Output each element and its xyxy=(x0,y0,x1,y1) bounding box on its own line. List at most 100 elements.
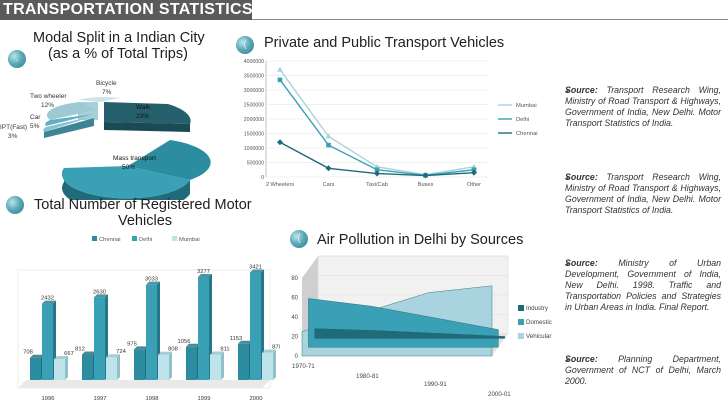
vehicles-line-chart: 4000000 3500000 3000000 2500000 2000000 15000… xyxy=(244,59,538,188)
bar-side xyxy=(117,354,120,380)
bar-mumbai-1996 xyxy=(54,359,65,380)
data-label: 3421 xyxy=(249,264,262,270)
pie-label-ipt: IPT(Fast) xyxy=(0,124,28,131)
data-point xyxy=(374,170,380,177)
pie-label-walk: Walk xyxy=(136,104,151,111)
pie-value-ipt: 3% xyxy=(8,133,18,140)
registered-bar-chart: Chennai Delhi Mumbai 708 2432 667 1996 812 2630 7… xyxy=(17,236,280,402)
x-tick-label: 2 Wheelers xyxy=(266,182,294,188)
bar-top xyxy=(238,340,252,344)
bar-top xyxy=(106,354,120,358)
y-tick-label: 2000000 xyxy=(244,117,264,123)
data-point xyxy=(374,167,380,173)
pie-slice-ipt xyxy=(43,116,94,132)
source-bullet: • xyxy=(566,86,570,96)
legend-label: Chennai xyxy=(99,237,121,243)
bar-top xyxy=(198,274,212,278)
data-label: 1056 xyxy=(178,339,191,345)
section-bullet-icon: . xyxy=(8,50,26,68)
floor xyxy=(18,380,270,388)
bar-top xyxy=(158,351,172,355)
bar-chennai-1997 xyxy=(82,354,93,380)
data-label: 3033 xyxy=(145,277,158,283)
x-tick-label: 1980-81 xyxy=(356,373,379,380)
source-bullet: • xyxy=(566,259,570,269)
legend-label: Chennai xyxy=(516,131,538,137)
bar-top xyxy=(210,351,224,355)
bar-delhi-1998 xyxy=(146,284,157,380)
data-point xyxy=(422,172,429,179)
pie-value-bicycle: 7% xyxy=(102,89,112,96)
y-tick-label: 1000000 xyxy=(244,146,264,152)
legend-swatch xyxy=(518,319,524,325)
bar-mumbai-1998 xyxy=(158,354,169,380)
bar-side xyxy=(169,351,172,380)
pie-slice-walk xyxy=(104,102,191,124)
x-tick-label: 1998 xyxy=(146,396,159,402)
series-line-delhi xyxy=(279,79,475,176)
legend-swatch xyxy=(132,236,137,241)
x-tick-label: 2000-01 xyxy=(488,391,511,398)
data-label: 667 xyxy=(64,351,74,357)
x-tick-label: Other xyxy=(467,182,481,188)
pie-label-car: Car xyxy=(30,114,41,121)
bar-top xyxy=(250,269,264,273)
data-label: 2432 xyxy=(41,296,54,302)
pie-label-bicycle: Bicycle xyxy=(96,80,117,87)
data-label: 975 xyxy=(127,341,137,347)
bar-chennai-2000 xyxy=(238,343,249,380)
bar-side xyxy=(65,356,68,380)
y-tick-label: 0 xyxy=(261,175,264,181)
legend-swatch xyxy=(518,305,524,311)
bar-side xyxy=(221,351,224,380)
data-label: 1153 xyxy=(230,336,242,342)
modal-split-pie-chart xyxy=(43,97,211,200)
bar-mumbai-1997 xyxy=(106,357,117,380)
bar-top xyxy=(186,343,200,347)
bar-top xyxy=(54,356,68,360)
data-point xyxy=(277,66,283,72)
legend-label: Domestic xyxy=(526,319,552,326)
pie-value-walk: 23% xyxy=(136,113,150,120)
registered-chart-title-line1: Total Number of Registered Motor xyxy=(34,197,252,213)
x-tick-label: Buses xyxy=(418,182,434,188)
data-label: 3277 xyxy=(197,269,210,275)
legend-swatch xyxy=(92,236,97,241)
data-point xyxy=(471,169,477,176)
bar-top xyxy=(42,300,56,304)
header-bar xyxy=(0,0,252,20)
pie-slice-two-wheeler xyxy=(46,102,96,120)
data-label: 808 xyxy=(168,347,178,353)
data-label: 870 xyxy=(272,345,280,351)
x-tick-label: 1990-91 xyxy=(424,381,447,388)
pie-value-car: 5% xyxy=(30,123,40,130)
data-point xyxy=(325,165,332,172)
series-line-mumbai xyxy=(279,69,475,176)
data-label: 811 xyxy=(220,347,229,353)
data-label: 724 xyxy=(116,349,126,355)
bar-mumbai-1999 xyxy=(210,354,221,380)
legend-swatch xyxy=(518,333,524,339)
y-tick-label: 80 xyxy=(291,276,298,282)
area-industry xyxy=(314,328,505,339)
data-label: 812 xyxy=(75,346,85,352)
source-text-3: Source: Ministry of Urban Development, G… xyxy=(565,258,721,312)
x-tick-label: 1970-71 xyxy=(292,363,315,370)
pie-slice-car xyxy=(45,114,94,126)
bar-side xyxy=(273,349,276,380)
y-tick-label: 4000000 xyxy=(244,59,264,65)
y-tick-label: 20 xyxy=(291,335,298,341)
page-title: TRANSPORTATION STATISTICS xyxy=(3,1,253,18)
source-text-2: Source: Transport Research Wing, Ministr… xyxy=(565,172,721,215)
bar-top xyxy=(146,281,160,285)
data-label: 708 xyxy=(23,350,33,356)
bar-top xyxy=(134,346,148,350)
x-tick-label: 1996 xyxy=(42,396,55,402)
pie-value-two-wheeler: 12% xyxy=(41,102,55,109)
bar-mumbai-2000 xyxy=(262,352,273,380)
data-point xyxy=(277,77,283,83)
y-tick-label: 3000000 xyxy=(244,88,264,94)
bar-top xyxy=(262,349,276,353)
x-tick-label: Taxi/Cab xyxy=(366,182,388,188)
legend-label: Delhi xyxy=(139,237,152,243)
